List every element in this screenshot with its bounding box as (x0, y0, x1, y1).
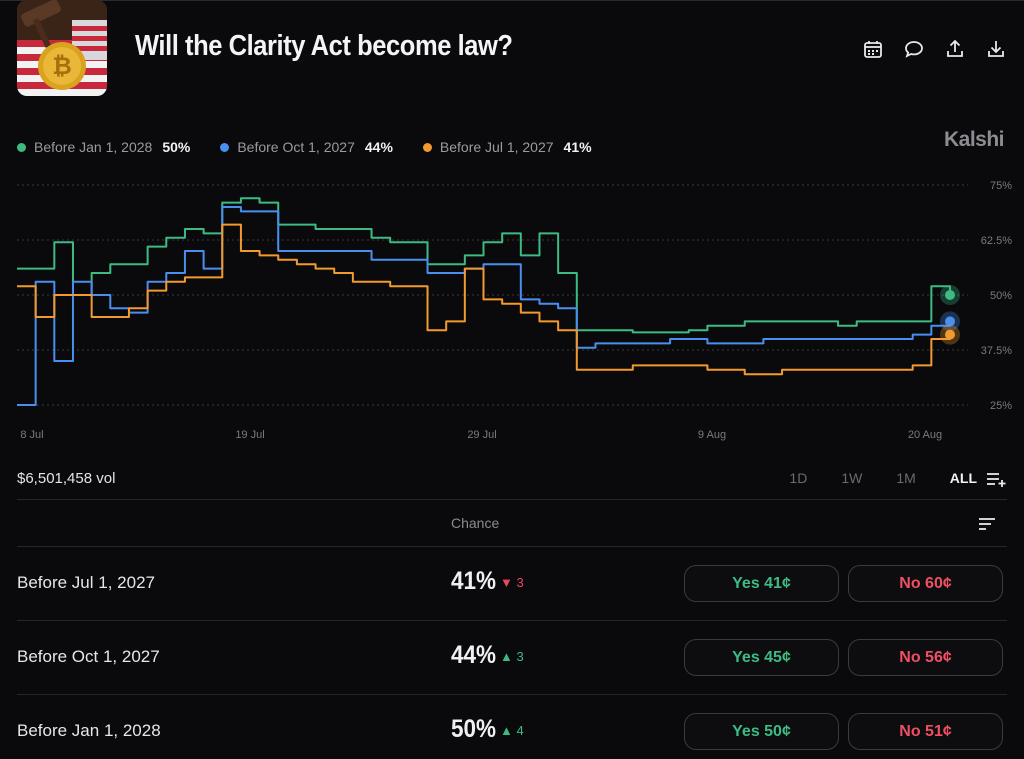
change-value: 3 (516, 649, 524, 664)
series-line (17, 197, 951, 334)
divider (17, 546, 1007, 547)
endpoint-marker (945, 290, 955, 300)
range-selector: 1D 1W 1M ALL (789, 470, 977, 486)
y-tick-label: 25% (990, 400, 1012, 412)
divider (17, 499, 1007, 500)
legend-item-jan-2028: Before Jan 1, 2028 50% (17, 139, 190, 155)
legend-dot (17, 142, 26, 152)
divider (17, 620, 1007, 621)
change-value: 4 (516, 723, 524, 738)
buy-no-button[interactable]: No 60¢ (848, 565, 1003, 602)
comment-icon[interactable] (903, 38, 925, 60)
x-tick-label: 20 Aug (908, 429, 942, 441)
outcome-chance: 44% (451, 641, 497, 669)
legend-label: Before Jul 1, 2027 (439, 139, 554, 155)
chart-legend: Before Jan 1, 2028 50% Before Oct 1, 202… (17, 139, 592, 155)
buy-yes-button[interactable]: Yes 50¢ (684, 713, 839, 750)
y-tick-label: 50% (990, 290, 1012, 302)
legend-item-oct-2027: Before Oct 1, 2027 44% (220, 139, 393, 155)
x-tick-label: 19 Jul (235, 429, 264, 441)
header-actions (862, 38, 1007, 60)
legend-dot (422, 142, 432, 152)
range-1d[interactable]: 1D (789, 470, 808, 486)
change-indicator: ▲ 4 (500, 723, 524, 738)
legend-value: 44% (364, 139, 393, 155)
kalshi-logo: Kalshi (943, 128, 1005, 151)
divider (17, 694, 1007, 695)
market-title: Will the Clarity Act become law? (135, 30, 513, 62)
outcome-label: Before Oct 1, 2027 (17, 647, 160, 666)
buy-yes-button[interactable]: Yes 41¢ (684, 565, 839, 602)
range-1m[interactable]: 1M (896, 470, 916, 486)
outcome-label: Before Jul 1, 2027 (17, 573, 155, 592)
volume-text: $6,501,458 vol (17, 470, 116, 487)
legend-item-jul-2027: Before Jul 1, 2027 41% (422, 139, 592, 155)
range-1w[interactable]: 1W (841, 470, 863, 486)
price-chart[interactable]: 75% 62.5% 50% 37.5% 25% 8 Jul 19 Jul 29 Jul 9 Au… (0, 170, 1024, 450)
x-tick-label: 29 Jul (467, 429, 496, 441)
sort-icon[interactable] (977, 516, 997, 532)
y-tick-label: 37.5% (981, 345, 1012, 357)
outcome-chance: 41% (451, 567, 497, 595)
add-list-icon[interactable] (985, 470, 1007, 488)
series-line (17, 206, 951, 406)
y-tick-label: 62.5% (981, 235, 1012, 247)
outcome-chance: 50% (451, 715, 497, 743)
share-icon[interactable] (944, 38, 966, 60)
outcome-label: Before Jan 1, 2028 (17, 721, 161, 740)
y-tick-label: 75% (990, 180, 1012, 192)
change-value: 3 (516, 575, 524, 590)
x-tick-label: 8 Jul (20, 429, 43, 441)
buy-no-button[interactable]: No 56¢ (848, 639, 1003, 676)
endpoint-marker (945, 316, 955, 327)
download-icon[interactable] (985, 38, 1007, 60)
series-line (17, 223, 951, 376)
table-row[interactable]: Before Jan 1, 2028 50% ▲ 4 Yes 50¢ No 51… (17, 695, 1007, 759)
change-indicator: ▲ 3 (500, 649, 524, 664)
legend-value: 50% (162, 139, 191, 155)
legend-dot (220, 142, 230, 152)
market-image: ₿ (17, 0, 107, 96)
market-header: ₿ Will the Clarity Act become law? (17, 0, 1007, 96)
top-border (0, 0, 1024, 1)
buy-no-button[interactable]: No 51¢ (848, 713, 1003, 750)
range-all[interactable]: ALL (949, 470, 977, 486)
buy-yes-button[interactable]: Yes 45¢ (684, 639, 839, 676)
table-header: Chance (17, 510, 1007, 540)
svg-text:₿: ₿ (52, 52, 72, 80)
legend-label: Before Oct 1, 2027 (237, 139, 355, 155)
table-row[interactable]: Before Jul 1, 2027 41% ▼ 3 Yes 41¢ No 60… (17, 547, 1007, 621)
x-tick-label: 9 Aug (698, 429, 726, 441)
legend-value: 41% (563, 139, 592, 155)
calendar-icon[interactable] (862, 38, 884, 60)
volume-bar: $6,501,458 vol 1D 1W 1M ALL (17, 468, 1007, 490)
endpoint-marker (945, 329, 955, 340)
table-row[interactable]: Before Oct 1, 2027 44% ▲ 3 Yes 45¢ No 56… (17, 621, 1007, 695)
legend-label: Before Jan 1, 2028 (34, 139, 153, 155)
change-indicator: ▼ 3 (500, 575, 524, 590)
chance-column-header: Chance (451, 515, 500, 531)
